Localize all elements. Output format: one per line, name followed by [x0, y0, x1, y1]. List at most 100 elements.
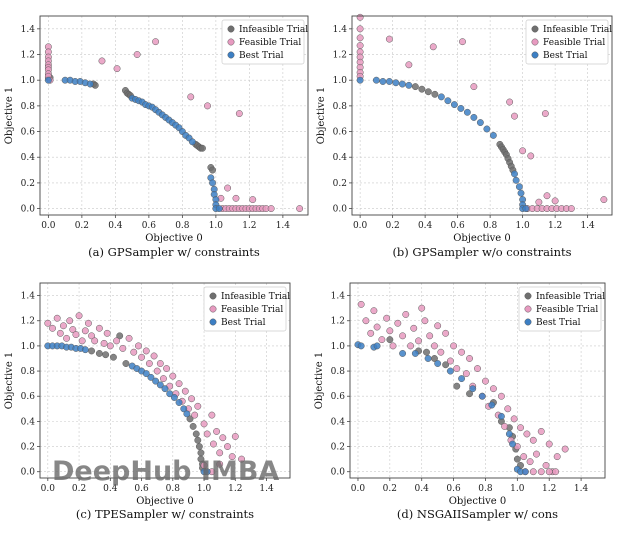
data-point	[195, 443, 203, 450]
x-tick-label: 0.2	[75, 221, 89, 231]
series-best-trial	[44, 342, 211, 476]
series-infeasible-trial	[44, 74, 216, 174]
data-point	[421, 317, 429, 325]
data-point	[389, 342, 397, 350]
subplot-1: 0.0 0.2 0.4 0.6 0.8 1.0 1.2 1.4 0.0 0.2 0.4 0.6 0.8 1…	[4, 15, 309, 259]
data-point	[537, 428, 545, 435]
legend: Infeasible Trial Feasible Trial Best Trial	[203, 286, 290, 332]
series-feasible-trial	[44, 38, 304, 213]
data-point	[450, 101, 458, 109]
data-point	[91, 337, 99, 345]
x-axis-label: Objective 0	[449, 496, 507, 507]
data-point	[228, 453, 236, 461]
legend-entry: Best Trial	[239, 51, 284, 61]
legend: Infeasible Trial Feasible Trial Best Trial	[525, 19, 612, 65]
data-point	[463, 108, 471, 116]
data-point	[125, 334, 133, 342]
data-point	[429, 43, 437, 51]
x-tick-label: 1.0	[515, 221, 530, 231]
x-tick-label: 0.2	[383, 484, 397, 494]
subplot-3: 0.0 0.2 0.4 0.6 0.8 1.0 1.2 1.4 0.0 0.2 0.4 0.6 0.8 1…	[4, 282, 291, 521]
data-point	[512, 176, 520, 184]
data-point	[296, 205, 304, 213]
data-point	[231, 433, 239, 440]
data-point	[551, 197, 559, 205]
data-point	[142, 347, 150, 355]
x-tick-label: 1.0	[197, 484, 212, 494]
x-tick-label: 1.4	[574, 484, 589, 494]
y-tick-label: 1.0	[21, 76, 36, 86]
y-tick-label: 0.2	[333, 179, 347, 189]
series-best-trial	[354, 341, 529, 476]
data-point	[152, 38, 160, 46]
data-point	[200, 420, 208, 428]
data-point	[522, 205, 530, 213]
data-point	[459, 38, 466, 46]
legend: Infeasible Trial Feasible Trial Best Trial	[221, 19, 308, 65]
data-point	[183, 410, 191, 418]
y-tick-label: 1.4	[21, 292, 36, 302]
y-tick-label: 1.4	[21, 25, 36, 35]
y-tick-label: 0.2	[21, 443, 35, 453]
data-point	[411, 350, 419, 357]
x-tick-label: 1.0	[510, 484, 525, 494]
series-feasible-trial	[44, 312, 246, 476]
data-point	[181, 387, 189, 395]
x-tick-label: 0.4	[108, 221, 123, 231]
data-point	[504, 405, 512, 413]
data-point	[424, 88, 432, 96]
y-tick-label: 1.0	[21, 342, 36, 352]
data-point	[208, 411, 216, 419]
x-tick-label: 0.0	[41, 221, 56, 231]
x-tick-label: 1.2	[548, 221, 562, 231]
data-point	[515, 183, 523, 191]
data-point	[444, 97, 452, 105]
data-point	[203, 468, 211, 476]
data-point	[379, 78, 387, 85]
data-point	[462, 370, 470, 378]
data-point	[511, 170, 518, 178]
legend-marker	[524, 292, 532, 300]
x-tick-label: 1.2	[228, 484, 242, 494]
legend-entry: Feasible Trial	[543, 38, 605, 48]
data-point	[405, 81, 413, 89]
data-point	[113, 65, 121, 73]
data-point	[188, 138, 196, 146]
legend-marker	[524, 305, 532, 313]
data-point	[187, 93, 195, 101]
data-point	[188, 395, 196, 403]
data-point	[53, 314, 61, 322]
plot-frame	[349, 282, 606, 479]
data-point	[509, 440, 517, 448]
data-point	[373, 342, 381, 350]
data-point	[216, 460, 224, 468]
data-point	[189, 422, 197, 430]
legend-entry: Feasible Trial	[239, 38, 301, 48]
data-point	[186, 415, 194, 423]
data-point	[373, 323, 381, 331]
data-point	[98, 57, 106, 65]
data-point	[513, 455, 521, 463]
legend-marker	[524, 318, 532, 326]
data-point	[446, 357, 454, 365]
x-tick-label: 0.6	[446, 484, 461, 494]
data-point	[156, 360, 164, 367]
data-point	[476, 119, 484, 127]
y-tick-label: 1.0	[333, 76, 348, 86]
y-tick-label: 0.8	[333, 102, 348, 112]
data-point	[450, 342, 458, 350]
data-point	[489, 385, 497, 393]
x-tick-label: 0.4	[418, 221, 433, 231]
data-point	[537, 468, 545, 476]
data-point	[511, 112, 518, 120]
data-point	[357, 300, 365, 308]
data-point	[600, 196, 608, 204]
data-point	[431, 90, 439, 98]
data-point	[423, 348, 430, 356]
data-point	[63, 334, 71, 342]
data-point	[216, 449, 224, 457]
series-best-trial	[44, 76, 223, 213]
y-tick-label: 1.4	[331, 292, 346, 302]
data-point	[152, 377, 160, 385]
legend-entry: Infeasible Trial	[543, 25, 612, 35]
